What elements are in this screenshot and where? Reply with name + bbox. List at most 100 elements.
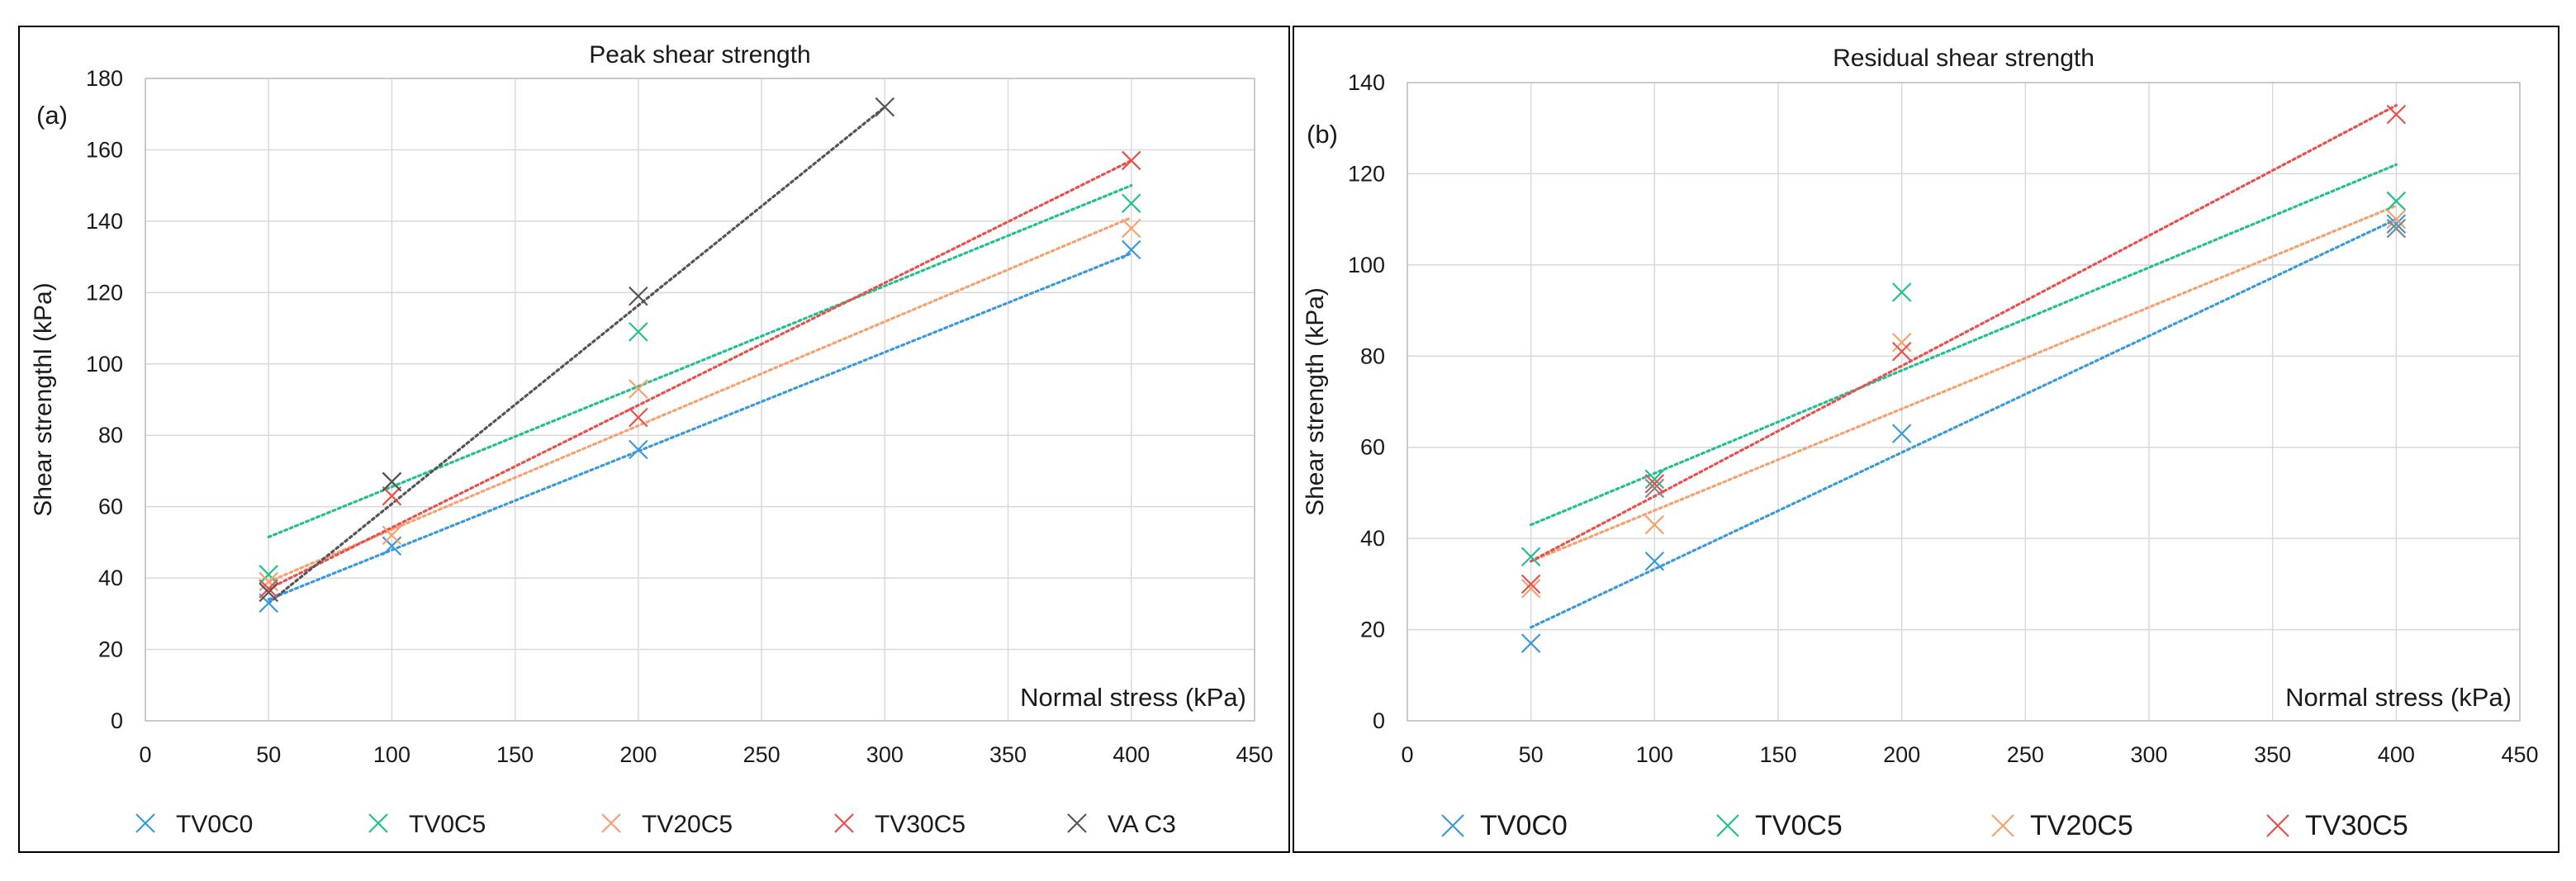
panel-label: (b)	[1307, 120, 1338, 149]
legend-marker-tv20c5	[1991, 814, 2014, 837]
data-point-tv20c5	[2386, 209, 2407, 230]
y-tick-label: 40	[98, 566, 123, 590]
y-tick-label: 160	[86, 137, 123, 162]
y-tick-label: 0	[1373, 708, 1385, 733]
x-tick-label: 300	[2130, 742, 2167, 767]
data-point-tv0c0	[1891, 424, 1912, 443]
data-point-tv0c0	[629, 439, 648, 460]
chart-panel-residual: 0 50 100 150 200 250 300 350 400 450 0 20 40 60 80 100 1…	[1293, 26, 2559, 853]
data-point-tv30c5	[382, 485, 402, 506]
x-tick-label: 450	[2501, 742, 2538, 767]
y-tick-label: 20	[1360, 618, 1385, 642]
plot-area	[145, 78, 1255, 722]
data-point-tv0c5	[1122, 193, 1141, 214]
x-tick-label: 150	[496, 742, 534, 767]
trendline-tv20c5	[1530, 204, 2398, 563]
data-point-tv30c5	[1122, 150, 1141, 171]
data-point-tv20c5	[1644, 514, 1665, 535]
y-tick-label: 140	[1348, 70, 1385, 95]
data-point-tv30c5	[1520, 574, 1541, 594]
x-tick-label: 50	[256, 742, 281, 767]
data-point-tv0c0	[1122, 239, 1141, 260]
panel-label: (a)	[36, 101, 68, 130]
x-tick-label: 100	[1636, 742, 1673, 767]
legend-marker-tv20c5	[601, 813, 621, 833]
data-point-tv20c5	[259, 571, 279, 592]
x-tick-label: 450	[1236, 742, 1273, 767]
data-point-tv20c5	[1520, 579, 1541, 599]
data-point-tv0c0	[1644, 551, 1665, 571]
chart-panel-peak: 0 50 100 150 200 250 300 350 400 450 0 20 40 60 80 100 1…	[18, 26, 1290, 853]
chart-title: Residual shear strength	[1833, 45, 2094, 72]
legend-label-tv30c5: TV30C5	[875, 811, 965, 838]
x-tick-label: 250	[743, 742, 780, 767]
data-point-extra	[2386, 218, 2407, 239]
y-tick-label: 140	[86, 209, 123, 234]
trendline-tv30c5	[267, 159, 1133, 590]
x-tick-label: 0	[139, 742, 151, 767]
data-point-tv20c5	[1891, 332, 1912, 353]
y-tick-label: 60	[1360, 435, 1385, 460]
x-tick-label: 200	[1883, 742, 1920, 767]
x-tick-label: 300	[866, 742, 904, 767]
data-point-va-c3	[382, 471, 402, 492]
y-tick-label: 20	[98, 637, 123, 662]
y-tick-label: 60	[98, 495, 123, 519]
legend-marker-tv0c5	[1716, 814, 1739, 837]
data-point-tv0c0	[2386, 214, 2407, 234]
data-point-tv20c5	[629, 379, 648, 399]
plot-area	[1407, 82, 2521, 722]
data-point-tv30c5	[1891, 341, 1912, 362]
data-point-extra	[1644, 478, 1665, 499]
trendline-tv30c5	[1530, 104, 2398, 563]
legend-marker-tv30c5	[834, 813, 854, 833]
y-tick-label: 180	[86, 66, 123, 91]
y-axis-label: Shear strengthl (kPa)	[30, 282, 57, 516]
data-point-va-c3	[875, 97, 895, 117]
legend-marker-va-c3	[1067, 813, 1087, 833]
y-tick-label: 120	[1348, 161, 1385, 186]
trendline-va-c3	[267, 105, 886, 604]
y-tick-label: 0	[111, 708, 123, 733]
peak-shear-chart: 0 50 100 150 200 250 300 350 400 450 0 20 40 60 80 100 1…	[30, 41, 1274, 838]
y-tick-label: 40	[1360, 526, 1385, 551]
data-point-tv0c5	[1520, 547, 1541, 567]
y-tick-label: 100	[1348, 253, 1385, 277]
y-tick-label: 100	[86, 352, 123, 377]
data-point-va-c3	[629, 286, 648, 306]
legend-marker-tv0c5	[368, 813, 388, 833]
trendline-tv0c0	[1530, 218, 2398, 629]
x-axis-label: Normal stress (kPa)	[1020, 683, 1246, 712]
data-point-tv0c5	[259, 565, 279, 585]
data-point-tv20c5	[382, 525, 402, 546]
data-point-tv30c5	[629, 407, 648, 428]
y-axis-label: Shear strength (kPa)	[1302, 287, 1329, 516]
data-point-tv20c5	[1122, 218, 1141, 239]
chart-title: Peak shear strength	[589, 41, 811, 69]
x-tick-label: 0	[1401, 742, 1413, 767]
y-tick-label: 120	[86, 280, 123, 305]
legend-marker-tv0c0	[135, 813, 155, 833]
legend-marker-tv30c5	[2266, 814, 2289, 837]
data-point-tv0c0	[259, 593, 279, 613]
x-tick-label: 350	[989, 742, 1027, 767]
trendline-tv20c5	[267, 216, 1133, 584]
data-point-tv0c0	[382, 536, 402, 556]
legend-label-tv20c5: TV20C5	[642, 811, 733, 838]
legend-label-tv0c5: TV0C5	[409, 811, 486, 838]
x-tick-label: 100	[373, 742, 410, 767]
x-tick-label: 200	[619, 742, 657, 767]
legend-label-tv20c5: TV20C5	[2030, 810, 2133, 841]
trendline-tv0c0	[267, 252, 1133, 601]
legend-label-tv30c5: TV30C5	[2305, 810, 2408, 841]
trendline-tv0c5	[267, 184, 1133, 539]
data-point-tv0c0	[1520, 633, 1541, 653]
data-point-tv30c5	[2386, 104, 2407, 125]
data-point-va-c3	[259, 582, 279, 603]
y-tick-label: 80	[1360, 343, 1385, 368]
data-point-tv30c5	[1644, 474, 1665, 494]
data-point-tv0c5	[629, 322, 648, 342]
x-tick-label: 400	[1112, 742, 1150, 767]
legend-marker-tv0c0	[1441, 814, 1464, 837]
x-tick-label: 350	[2254, 742, 2291, 767]
